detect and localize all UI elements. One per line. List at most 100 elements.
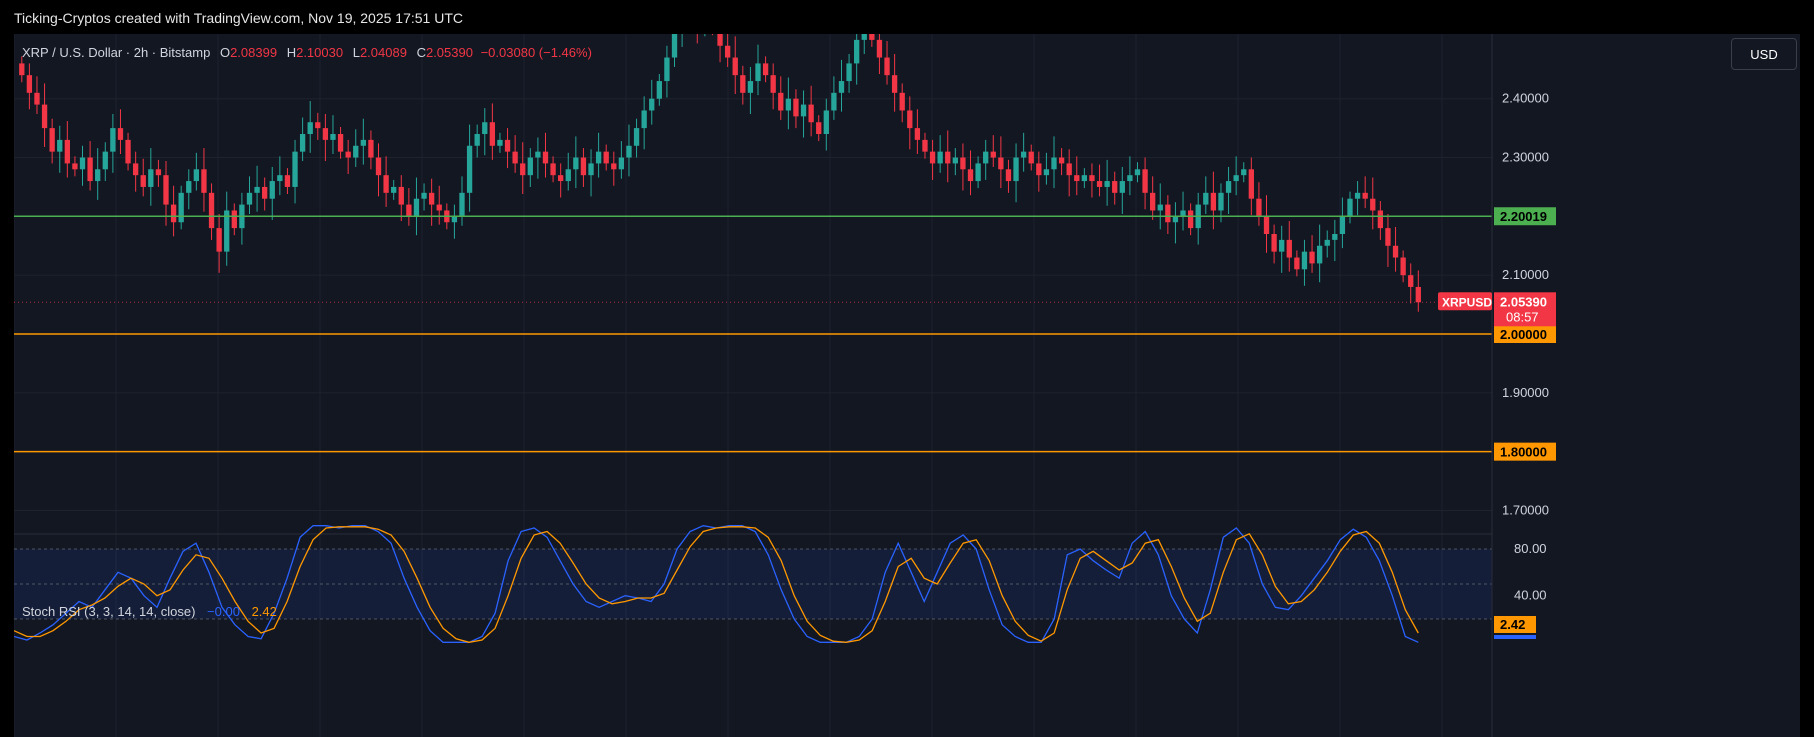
candle (1256, 182, 1262, 226)
candle (603, 144, 609, 171)
candle-body (1089, 175, 1095, 182)
candle (527, 148, 533, 187)
candle-body (1301, 251, 1308, 270)
candle (656, 74, 662, 106)
candle-body (186, 181, 192, 193)
candle (1279, 225, 1285, 273)
candle (1172, 202, 1179, 244)
candle (1332, 219, 1338, 262)
candle (535, 137, 541, 179)
candle (178, 185, 184, 230)
candle (907, 96, 913, 150)
candle-body (755, 63, 761, 82)
candle (823, 98, 829, 151)
candle-body (246, 192, 253, 205)
candle-body (732, 57, 738, 76)
candle-body (1066, 163, 1072, 176)
candle (1020, 132, 1027, 172)
candle (891, 54, 898, 112)
candle-body (1279, 239, 1285, 252)
candle (262, 177, 268, 211)
candle-body (163, 175, 169, 205)
candle-body (724, 45, 731, 58)
candle (224, 191, 230, 266)
candle-body (1339, 216, 1346, 234)
candle-body (831, 92, 837, 111)
candle-body (1134, 169, 1141, 176)
candle (717, 34, 723, 63)
candle-body (216, 228, 222, 252)
candle (466, 124, 473, 212)
candle-body (1309, 251, 1315, 264)
candle (102, 142, 108, 182)
candle-body (717, 34, 723, 46)
chart-canvas[interactable]: ✦2.400002.300002.100001.900001.7000080.0… (14, 34, 1800, 737)
candle (1157, 183, 1163, 230)
candle (937, 135, 943, 173)
stoch-legend[interactable]: Stoch RSI (3, 3, 14, 14, close) −0.00 2.… (22, 604, 277, 619)
candle (428, 178, 435, 226)
candle (246, 176, 253, 214)
candle-body (983, 151, 989, 164)
candle (747, 66, 754, 114)
candle (375, 143, 382, 197)
candle (664, 45, 670, 98)
symbol-tag-bg (1438, 292, 1492, 311)
candle (1241, 162, 1247, 183)
candle (945, 130, 951, 183)
candle (681, 34, 683, 47)
last-price-value: 2.05390 (1500, 294, 1547, 309)
candle (588, 149, 594, 197)
candle-body (345, 151, 351, 158)
chart-area[interactable]: ✦2.400002.300002.100001.900001.7000080.0… (14, 34, 1800, 737)
candle-body (315, 122, 321, 129)
candle (550, 156, 556, 183)
candle-body (140, 175, 146, 187)
candle (451, 204, 458, 239)
candle (1377, 201, 1384, 240)
candle (952, 148, 958, 176)
candle-body (1119, 181, 1125, 193)
candle (785, 77, 792, 130)
candle-body (375, 157, 382, 176)
candle-body (406, 204, 412, 217)
candle-body (330, 134, 336, 140)
candle-body (641, 110, 647, 129)
candle (580, 148, 587, 187)
candle-body (1271, 234, 1277, 252)
candle (558, 163, 564, 198)
candle-body (747, 81, 754, 93)
candle (1347, 191, 1353, 224)
candle (1036, 151, 1042, 192)
candle-body (1051, 157, 1057, 170)
candle (922, 132, 928, 159)
candle-body (565, 169, 571, 182)
attribution-text: Ticking-Cryptos created with TradingView… (14, 10, 463, 26)
candle (406, 188, 412, 226)
candle-body (1256, 198, 1262, 217)
candle-body (854, 39, 860, 64)
candle-body (110, 128, 116, 152)
candle-body (353, 145, 359, 158)
candle (1142, 157, 1148, 210)
candle (975, 156, 981, 189)
candle (330, 115, 336, 154)
candle-body (34, 92, 40, 105)
candle-body (618, 157, 625, 170)
candle-body (603, 151, 609, 164)
candle-body (1248, 169, 1254, 199)
candle (504, 128, 511, 169)
candle-body (1104, 181, 1110, 187)
candle-body (57, 139, 63, 152)
candle (87, 141, 93, 191)
candle (1043, 152, 1050, 185)
candle (1324, 230, 1330, 258)
candle-body (1294, 257, 1300, 270)
candle-body (1165, 204, 1171, 223)
currency-button[interactable]: USD (1731, 38, 1797, 70)
candle-body (542, 151, 549, 164)
candle (95, 148, 101, 200)
candle (292, 139, 298, 204)
candle (854, 34, 860, 85)
candle-body (990, 151, 996, 158)
